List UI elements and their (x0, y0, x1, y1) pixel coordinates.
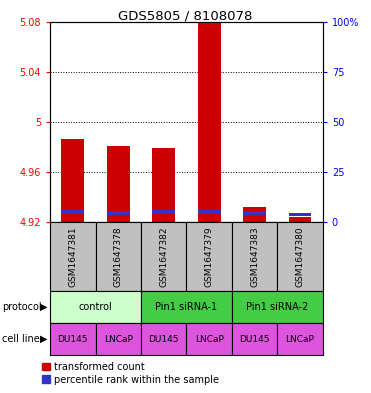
Bar (62, 210, 84, 214)
Bar (141, 291, 232, 323)
Bar (278, 323, 323, 355)
Text: GSM1647380: GSM1647380 (296, 226, 305, 287)
Bar (278, 222, 323, 291)
Bar (107, 146, 129, 222)
Bar (96, 222, 141, 291)
Text: LNCaP: LNCaP (286, 335, 315, 343)
Bar (232, 222, 278, 291)
Text: GSM1647383: GSM1647383 (250, 226, 259, 287)
Bar (289, 217, 311, 222)
Text: LNCaP: LNCaP (104, 335, 133, 343)
Bar (243, 207, 266, 222)
Bar (187, 323, 232, 355)
Text: LNCaP: LNCaP (195, 335, 224, 343)
Text: GSM1647378: GSM1647378 (114, 226, 123, 287)
Bar (62, 140, 84, 222)
Text: Pin1 siRNA-1: Pin1 siRNA-1 (155, 302, 217, 312)
Bar (50, 222, 96, 291)
Text: GSM1647379: GSM1647379 (205, 226, 214, 287)
Text: ▶: ▶ (40, 302, 47, 312)
Text: Pin1 siRNA-2: Pin1 siRNA-2 (246, 302, 308, 312)
Bar (50, 323, 96, 355)
Text: GSM1647382: GSM1647382 (159, 226, 168, 286)
Text: control: control (79, 302, 112, 312)
Legend: transformed count, percentile rank within the sample: transformed count, percentile rank withi… (42, 362, 219, 384)
Bar (243, 211, 266, 215)
Text: ▶: ▶ (40, 334, 47, 344)
Bar (141, 222, 187, 291)
Bar (152, 210, 175, 214)
Text: GDS5805 / 8108078: GDS5805 / 8108078 (118, 10, 253, 23)
Text: DU145: DU145 (148, 335, 179, 343)
Text: DU145: DU145 (239, 335, 270, 343)
Bar (289, 213, 311, 216)
Text: GSM1647381: GSM1647381 (68, 226, 77, 287)
Bar (232, 323, 278, 355)
Text: protocol: protocol (2, 302, 42, 312)
Bar (141, 323, 187, 355)
Bar (50, 291, 141, 323)
Bar (232, 291, 323, 323)
Bar (152, 148, 175, 222)
Bar (96, 323, 141, 355)
Bar (107, 211, 129, 215)
Bar (198, 210, 220, 214)
Bar (198, 22, 220, 222)
Text: DU145: DU145 (58, 335, 88, 343)
Text: cell line: cell line (2, 334, 40, 344)
Bar (187, 222, 232, 291)
